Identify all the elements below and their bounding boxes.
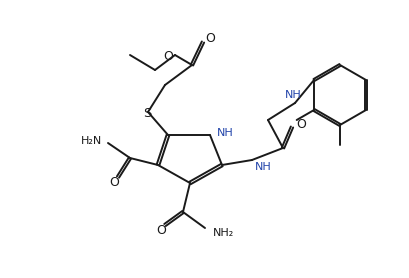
- Text: NH: NH: [284, 90, 301, 100]
- Text: NH: NH: [254, 162, 271, 172]
- Text: O: O: [156, 224, 166, 237]
- Text: O: O: [109, 175, 119, 188]
- Text: H₂N: H₂N: [81, 136, 102, 146]
- Text: O: O: [204, 31, 214, 44]
- Text: NH: NH: [216, 128, 233, 138]
- Text: O: O: [163, 49, 173, 63]
- Text: NH₂: NH₂: [213, 228, 234, 238]
- Text: S: S: [142, 106, 151, 120]
- Text: O: O: [295, 118, 305, 130]
